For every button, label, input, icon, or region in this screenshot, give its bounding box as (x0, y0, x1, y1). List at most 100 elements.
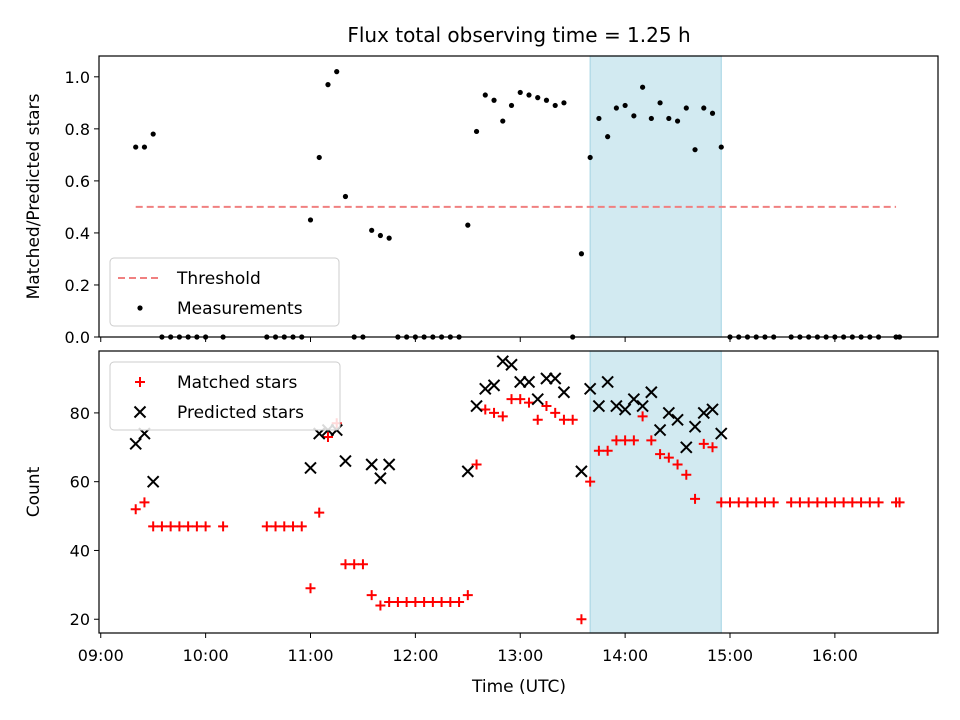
data-point (558, 414, 569, 425)
data-point (759, 497, 770, 508)
data-point (596, 115, 602, 122)
data-point (325, 82, 331, 88)
y-axis-label: Count (24, 466, 44, 517)
data-point (701, 105, 707, 111)
data-point (709, 110, 716, 116)
legend-marker (133, 405, 147, 419)
legend-label: Predicted stars (177, 403, 304, 423)
data-point (261, 521, 272, 532)
data-point (508, 102, 515, 109)
data-point (592, 399, 606, 413)
data-point (479, 382, 492, 396)
data-point (316, 154, 322, 161)
legend-marker (135, 377, 145, 387)
data-point (487, 379, 501, 392)
data-point (436, 597, 447, 608)
data-point (482, 92, 488, 98)
y-tick-label: 0.8 (65, 120, 90, 139)
data-point (523, 397, 534, 408)
data-point (803, 497, 814, 508)
data-point (674, 118, 681, 124)
data-point (548, 372, 562, 385)
data-point (517, 89, 523, 96)
data-point (334, 69, 340, 75)
data-point (690, 493, 701, 504)
data-point (550, 407, 561, 418)
data-point (470, 399, 483, 413)
data-point (535, 95, 541, 101)
data-point (129, 437, 142, 451)
data-point (471, 459, 482, 470)
data-point (384, 597, 395, 608)
data-point (148, 521, 159, 532)
data-point (375, 600, 386, 611)
data-point (610, 399, 623, 413)
data-point (191, 521, 202, 532)
data-point (692, 147, 698, 153)
data-point (342, 193, 349, 200)
y-tick-label: 40 (70, 541, 90, 560)
data-point (680, 441, 693, 454)
axes-frame (98, 55, 939, 338)
data-point (288, 521, 299, 532)
data-point (718, 144, 724, 150)
data-point (724, 497, 735, 508)
data-point (681, 469, 692, 480)
data-point (637, 411, 648, 422)
legend-label: Measurements (177, 299, 303, 319)
data-point (174, 521, 185, 532)
data-point (515, 394, 526, 405)
y-tick-label: 0.4 (65, 224, 90, 243)
data-point (146, 475, 160, 488)
data-point (631, 113, 637, 119)
data-point (715, 427, 728, 440)
chart-title: Flux total observing time = 1.25 h (347, 23, 690, 47)
data-point (587, 154, 593, 161)
data-point (645, 386, 658, 399)
y-axis-label: Matched/Predicted stars (24, 93, 44, 299)
legend-label: Threshold (176, 269, 261, 289)
data-point (742, 497, 753, 508)
data-point (401, 597, 412, 608)
data-point (522, 375, 536, 389)
data-point (506, 394, 517, 405)
data-point (688, 420, 702, 433)
data-point (473, 128, 480, 135)
data-point (386, 235, 392, 241)
data-point (552, 102, 558, 109)
data-point (279, 521, 290, 532)
data-point (751, 497, 762, 508)
data-point (873, 497, 884, 508)
data-point (561, 100, 567, 106)
y-tick-label: 0.0 (65, 328, 90, 347)
data-point (305, 583, 316, 594)
data-point (496, 355, 509, 368)
data-point (314, 507, 325, 518)
x-tick-label: 12:00 (392, 646, 438, 665)
data-point (427, 597, 438, 608)
legend: Threshold Measurements (109, 257, 340, 327)
data-point (374, 472, 387, 485)
data-point (543, 97, 550, 103)
data-point (838, 497, 849, 508)
data-point (505, 358, 518, 371)
data-point (627, 392, 641, 406)
y-tick-label: 60 (70, 473, 90, 492)
data-point (461, 465, 475, 478)
data-point (531, 392, 544, 406)
legend-box (109, 257, 340, 327)
data-point (794, 497, 805, 508)
x-tick-label: 16:00 (812, 646, 858, 665)
ratio-panel: 0.0 0.2 0.4 0.6 0.8 1.0 Matched/Predicted star… (24, 55, 939, 347)
data-point (768, 497, 779, 508)
data-point (567, 414, 578, 425)
data-point (465, 222, 471, 228)
x-tick-label: 14:00 (602, 646, 648, 665)
data-point (322, 431, 333, 442)
data-point (605, 134, 611, 140)
data-point (672, 459, 683, 470)
y-tick-label: 0.2 (65, 276, 90, 295)
legend-label: Matched stars (177, 373, 297, 393)
data-point (601, 375, 614, 389)
series-matched-stars (130, 394, 905, 625)
